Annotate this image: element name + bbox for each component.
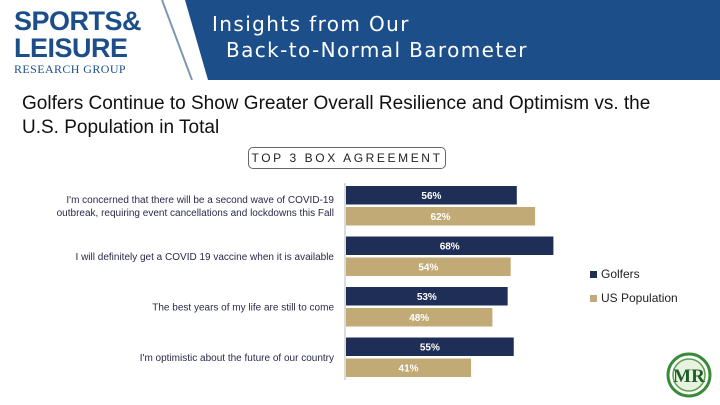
category-label: I will definitely get a COVID 19 vaccine…	[76, 252, 335, 263]
bar-golfers	[346, 337, 514, 356]
bar-value-label: 62%	[431, 212, 451, 223]
bar-value-label: 68%	[440, 241, 460, 252]
bar-golfers	[346, 236, 554, 255]
legend-label: Golfers	[601, 267, 640, 281]
bar-value-label: 55%	[420, 342, 440, 353]
header-banner-shape	[185, 0, 720, 80]
bar-golfers	[346, 186, 517, 205]
bar-us-population	[346, 207, 536, 226]
bar-value-label: 41%	[399, 363, 419, 374]
category-label: The best years of my life are still to c…	[152, 302, 334, 313]
chart-title: TOP 3 BOX AGREEMENT	[248, 147, 446, 169]
legend-swatch	[590, 295, 597, 302]
bar-value-label: 48%	[409, 313, 429, 324]
header-divider-line	[161, 0, 193, 80]
legend-label: US Population	[601, 291, 678, 305]
category-label: I'm optimistic about the future of our c…	[140, 353, 334, 364]
category-label: I'm concerned that there will be a secon…	[57, 195, 335, 219]
header-title-line1: Insights from Our	[212, 12, 410, 36]
bar-us-population	[346, 308, 493, 327]
bar-golfers	[346, 287, 508, 306]
logo-text-line1: SPORTS&	[14, 6, 142, 36]
mr-logo-text: MR	[673, 366, 705, 387]
bar-value-label: 53%	[417, 292, 437, 303]
legend-swatch	[590, 271, 597, 278]
logo-text-line2: LEISURE	[14, 33, 128, 63]
header-band	[0, 0, 720, 80]
bar-value-label: 54%	[418, 262, 438, 273]
sports-leisure-logo: SPORTS& LEISURE RESEARCH GROUP	[14, 8, 164, 78]
slide-headline: Golfers Continue to Show Greater Overall…	[22, 93, 651, 138]
logo-text-line3: RESEARCH GROUP	[14, 62, 126, 76]
bar-us-population	[346, 257, 511, 276]
bar-value-label: 56%	[421, 191, 441, 202]
bar-us-population	[346, 358, 472, 377]
header-title-line2: Back-to-Normal Barometer	[226, 38, 528, 62]
mr-logo: MR	[666, 352, 712, 398]
